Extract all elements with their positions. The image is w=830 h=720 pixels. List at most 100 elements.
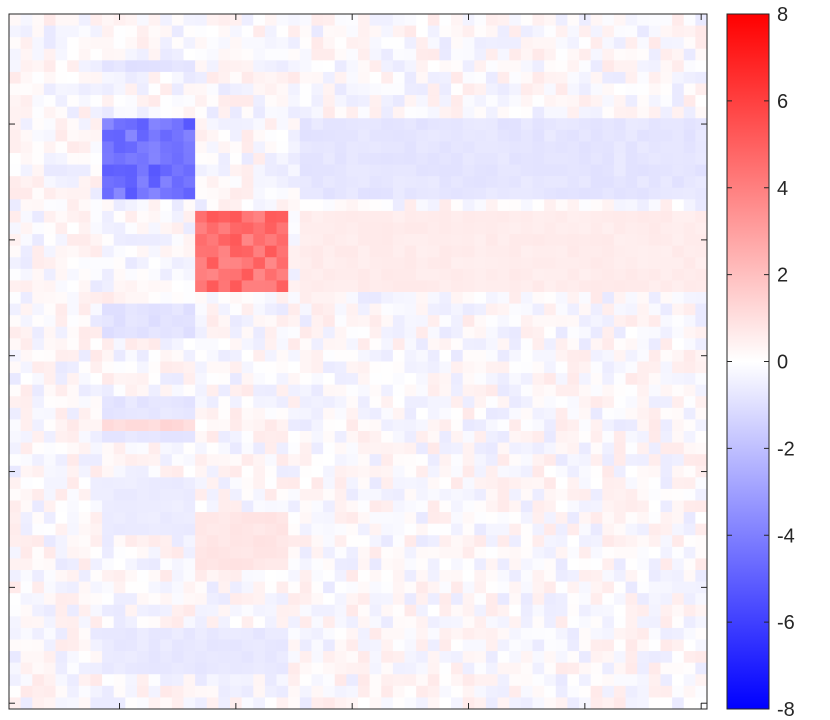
heatmap-cell [183,326,196,339]
heatmap-cell [90,477,103,490]
heatmap-cell [567,164,580,177]
heatmap-cell [625,257,638,270]
heatmap-cell [439,373,452,386]
heatmap-cell [567,685,580,698]
heatmap-cell [358,558,371,571]
heatmap-cell [474,674,487,687]
heatmap-cell [497,523,510,536]
heatmap-cell [9,373,22,386]
heatmap-cell [602,71,615,84]
heatmap-cell [206,303,219,316]
heatmap-cell [55,234,68,247]
heatmap-cell [241,349,254,362]
heatmap-cell [32,639,45,652]
heatmap-cell [206,500,219,513]
heatmap-cell [648,268,661,281]
heatmap-cell [206,616,219,629]
heatmap-cell [648,95,661,108]
heatmap-cell [20,674,33,687]
heatmap-cell [102,141,115,154]
heatmap-cell [427,523,440,536]
heatmap-cell [520,210,533,223]
heatmap-cell [148,83,161,96]
heatmap-cell [55,465,68,478]
heatmap-cell [613,604,626,617]
heatmap-cell [555,651,568,664]
heatmap-cell [497,153,510,165]
heatmap-cell [183,141,196,154]
heatmap-cell [672,558,685,571]
heatmap-cell [392,25,405,38]
heatmap-cell [672,523,685,536]
heatmap-cell [241,14,254,26]
heatmap-cell [206,71,219,84]
heatmap-cell [555,303,568,316]
heatmap-cell [404,71,417,84]
heatmap-cell [520,48,533,61]
heatmap-cell [520,651,533,664]
heatmap-cell [90,60,103,73]
heatmap-cell [148,199,161,212]
heatmap-cell [451,315,464,328]
heatmap-cell [253,558,266,571]
heatmap-cell [346,361,359,374]
heatmap-cell [241,651,254,664]
heatmap-cell [264,593,277,606]
heatmap-cell [195,500,208,513]
heatmap-cell [427,141,440,154]
heatmap-cell [9,581,22,594]
heatmap-cell [78,338,91,351]
heatmap-cell [648,616,661,629]
heatmap-cell [183,627,196,640]
heatmap-cell [299,37,312,50]
heatmap-cell [299,442,312,455]
heatmap-cell [613,361,626,374]
heatmap-cell [672,25,685,38]
heatmap-cell [555,488,568,501]
heatmap-cell [590,141,603,154]
heatmap-cell [648,373,661,386]
heatmap-cell [171,627,184,640]
heatmap-cell [32,616,45,629]
heatmap-cell [78,187,91,200]
heatmap-cell [520,535,533,548]
heatmap-cell [241,477,254,490]
heatmap-cell [590,234,603,247]
heatmap-cell [241,454,254,467]
heatmap-cell [253,477,266,490]
heatmap-cell [532,210,545,223]
heatmap-cell [264,257,277,270]
heatmap-cell [672,257,685,270]
heatmap-cell [323,292,336,304]
heatmap-cell [648,570,661,582]
heatmap-cell [404,153,417,165]
heatmap-cell [90,199,103,212]
heatmap-cell [358,535,371,548]
heatmap-cell [9,257,22,270]
heatmap-cell [358,546,371,559]
heatmap-cell [264,234,277,247]
heatmap-cell [264,604,277,617]
heatmap-cell [520,570,533,582]
heatmap-cell [416,384,429,397]
heatmap-cell [346,488,359,501]
heatmap-cell [171,535,184,548]
heatmap-cell [381,315,394,328]
heatmap-cell [206,292,219,304]
heatmap-cell [78,141,91,154]
heatmap-cell [288,488,301,501]
heatmap-cell [148,187,161,200]
heatmap-cell [9,651,22,664]
heatmap-cell [555,338,568,351]
heatmap-cell [544,546,557,559]
heatmap-cell [78,697,91,710]
heatmap-cell [148,639,161,652]
heatmap-cell [439,465,452,478]
heatmap-cell [206,326,219,339]
heatmap-cell [358,25,371,38]
heatmap-cell [43,627,56,640]
heatmap-cell [381,500,394,513]
heatmap-cell [474,60,487,73]
heatmap-cell [20,48,33,61]
heatmap-cell [276,500,289,513]
